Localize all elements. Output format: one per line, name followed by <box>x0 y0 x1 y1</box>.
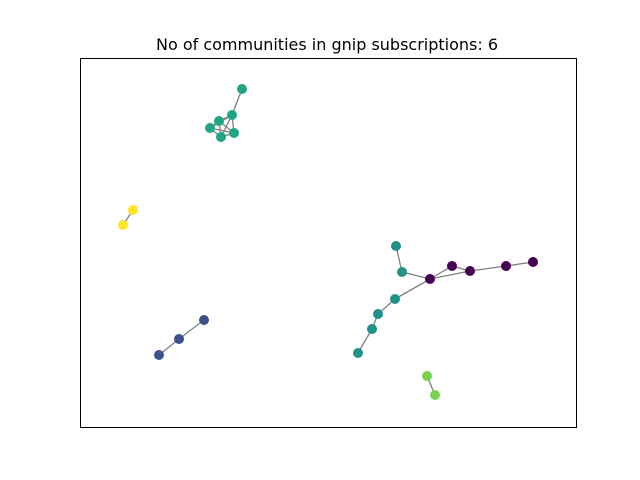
graph-edge <box>178 319 205 340</box>
graph-node <box>216 132 226 142</box>
graph-node <box>205 123 215 133</box>
graph-node <box>227 110 237 120</box>
graph-node <box>367 324 377 334</box>
graph-node <box>465 266 475 276</box>
figure-title: No of communities in gnip subscriptions:… <box>156 35 498 54</box>
graph-edge <box>469 265 507 272</box>
graph-node <box>154 350 164 360</box>
graph-node <box>430 390 440 400</box>
graph-node <box>229 128 239 138</box>
graph-node <box>353 348 363 358</box>
graph-node <box>447 261 457 271</box>
graph-edge <box>394 278 431 300</box>
graph-node <box>425 274 435 284</box>
graph-node <box>501 261 511 271</box>
graph-node <box>422 371 432 381</box>
graph-node <box>390 294 400 304</box>
graph-node <box>118 220 128 230</box>
graph-node <box>214 116 224 126</box>
graph-node <box>373 309 383 319</box>
graph-node <box>199 315 209 325</box>
graph-node <box>391 241 401 251</box>
graph-node <box>128 205 138 215</box>
graph-node <box>528 257 538 267</box>
plot-frame <box>80 58 577 428</box>
node-layer <box>118 84 538 400</box>
graph-node <box>397 267 407 277</box>
graph-node <box>237 84 247 94</box>
graph-node <box>174 334 184 344</box>
graph-edge <box>429 270 471 280</box>
